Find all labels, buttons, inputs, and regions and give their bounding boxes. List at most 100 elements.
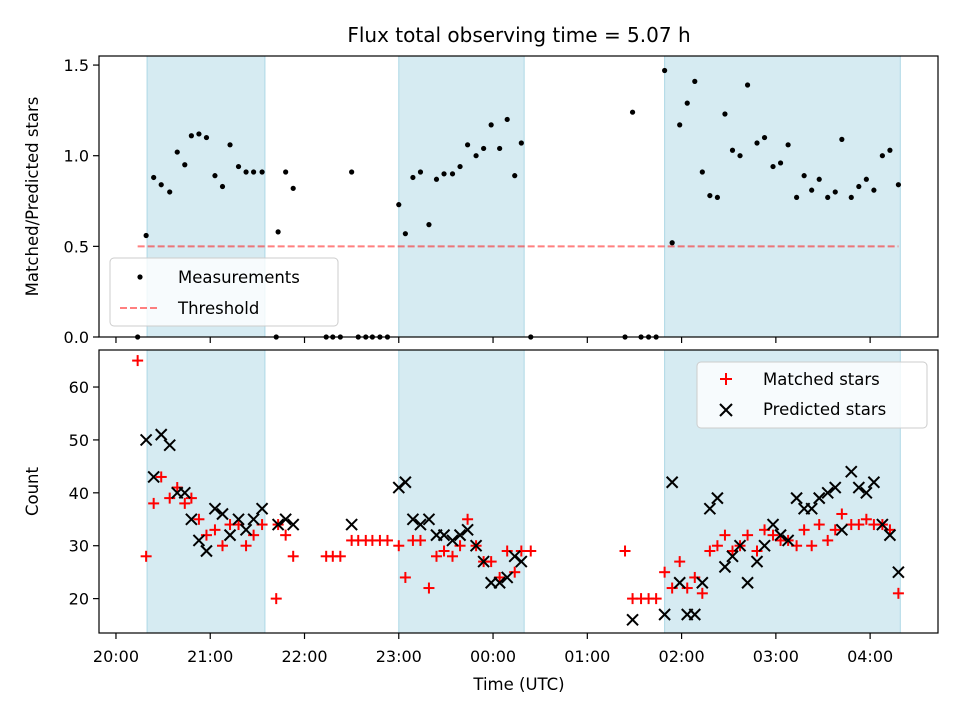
measurement-point (699, 169, 705, 175)
matched-star-point (892, 587, 904, 599)
matched-star-point (185, 492, 197, 504)
measurement-point (473, 153, 479, 159)
y-tick-label: 0.5 (64, 237, 89, 256)
predicted-star-point (223, 528, 237, 542)
matched-star-point (393, 540, 405, 552)
x-tick-label: 20:00 (93, 647, 139, 666)
predicted-star-point (422, 513, 436, 526)
measurement-point (283, 169, 289, 175)
predicted-star-point (774, 528, 787, 542)
matched-star-point (148, 497, 160, 509)
x-axis-ticks-top (115, 337, 871, 343)
legend-label-matched: Matched stars (763, 370, 880, 389)
measurement-point (848, 194, 854, 201)
predicted-star-point (876, 518, 889, 531)
measurement-point (729, 147, 736, 153)
measurement-point (512, 173, 518, 179)
y-axis-ticks-bottom: 20 30 40 50 60 (69, 378, 99, 609)
measurement-point (669, 240, 675, 246)
measurement-point (629, 109, 636, 115)
measurement-point (714, 194, 721, 201)
predicted-star-point (790, 491, 803, 505)
matched-star-point (860, 513, 872, 525)
predicted-star-point (437, 528, 451, 542)
measurement-point (426, 222, 432, 228)
x-tick-label: 02:00 (659, 647, 705, 666)
panel-ratio: 0.0 0.5 1.0 1.5 Matched/Predicted stars Mea… (23, 55, 939, 347)
legend-box-bottom (696, 361, 928, 429)
measurement-point (793, 194, 800, 201)
matched-star-point (287, 550, 299, 562)
matched-star-point (666, 582, 678, 594)
legend-bottom: Matched stars Predicted stars (696, 361, 928, 429)
matched-star-point (509, 566, 521, 578)
x-tick-label: 21:00 (187, 647, 233, 666)
matched-star-point (711, 540, 723, 552)
matched-star-point (248, 529, 260, 541)
y-tick-label: 30 (69, 537, 89, 556)
matched-star-point (719, 529, 731, 541)
predicted-star-point (469, 539, 483, 552)
matched-star-points (132, 355, 904, 605)
predicted-star-point (829, 481, 842, 494)
measurement-point (349, 169, 355, 175)
matched-star-point (280, 529, 292, 541)
matched-star-point (829, 524, 841, 536)
predicted-star-point (208, 502, 222, 515)
measurement-point (151, 174, 157, 181)
matched-star-point (884, 524, 896, 536)
matched-star-point (399, 571, 411, 583)
measurement-point (396, 202, 402, 208)
plot-frame-top (98, 55, 939, 338)
measurement-point (259, 169, 265, 175)
matched-star-point (689, 571, 701, 583)
predicted-star-point (286, 518, 300, 531)
measurement-point (863, 176, 869, 182)
measurement-point (777, 160, 784, 166)
predicted-star-point (271, 518, 285, 531)
measurement-point (722, 111, 728, 117)
matched-star-point (525, 545, 537, 557)
matched-star-point (179, 497, 191, 509)
predicted-star-point (155, 428, 168, 441)
matched-star-point (659, 566, 671, 578)
measurement-point (871, 187, 877, 193)
x-tick-label: 03:00 (753, 647, 799, 666)
measurement-point (196, 131, 202, 137)
predicted-star-point (493, 576, 506, 589)
measurement-point (895, 182, 902, 188)
matched-star-point (233, 519, 245, 531)
predicted-star-point (805, 502, 818, 515)
matched-star-point (806, 540, 818, 552)
matched-star-point (140, 550, 152, 562)
measurement-point (809, 187, 815, 193)
x-axis-ticks-bottom: 20:00 21:00 22:00 23:00 00:00 01:00 02:00 03:00… (93, 633, 893, 666)
matched-star-point (438, 545, 450, 557)
predicted-star-point (626, 613, 639, 626)
measurement-point (464, 142, 471, 148)
legend-marker-matched (720, 373, 732, 385)
predicted-star-point (178, 486, 191, 500)
x-tick-label: 04:00 (847, 647, 893, 666)
measurement-point (182, 162, 188, 168)
predicted-star-point (163, 439, 176, 452)
measurement-point (662, 67, 668, 74)
measurement-point (251, 169, 257, 175)
matched-star-point (767, 529, 779, 541)
predicted-star-point (515, 555, 528, 568)
measurement-point (801, 173, 807, 179)
matched-star-point (619, 545, 631, 557)
matched-star-point (751, 545, 763, 557)
predicted-star-point (232, 513, 245, 526)
matched-star-point (164, 492, 176, 504)
predicted-star-point (477, 555, 490, 568)
y-tick-label: 20 (69, 590, 89, 609)
x-axis-label: Time (UTC) (472, 675, 564, 694)
predicted-star-point (892, 565, 905, 579)
measurement-point (497, 145, 503, 152)
matched-star-point (381, 534, 393, 546)
measurement-point (275, 229, 281, 235)
measurement-point (707, 192, 713, 199)
measurement-point (879, 153, 885, 159)
